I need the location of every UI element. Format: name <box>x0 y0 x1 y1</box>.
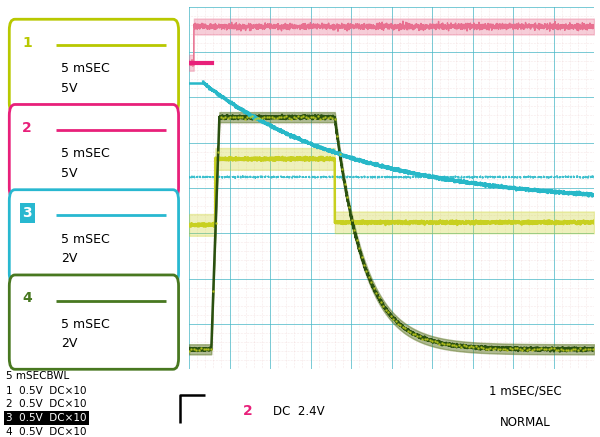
Text: 4: 4 <box>22 291 32 305</box>
Text: 1: 1 <box>22 35 32 49</box>
Text: 1  0.5V  DC×10: 1 0.5V DC×10 <box>6 386 86 396</box>
Text: 3: 3 <box>22 206 32 220</box>
Text: 5 mSEC: 5 mSEC <box>61 318 110 331</box>
FancyBboxPatch shape <box>10 190 179 284</box>
Text: NORMAL: NORMAL <box>500 416 550 429</box>
Text: 5V: 5V <box>61 167 78 180</box>
Text: DC  2.4V: DC 2.4V <box>273 405 325 418</box>
Text: 1 mSEC/SEC: 1 mSEC/SEC <box>488 385 562 397</box>
Text: 2  0.5V  DC×10: 2 0.5V DC×10 <box>6 399 86 409</box>
Text: 5 mSEC: 5 mSEC <box>61 62 110 75</box>
FancyBboxPatch shape <box>10 275 179 369</box>
Text: 2V: 2V <box>61 252 78 265</box>
Text: 5 mSEC: 5 mSEC <box>61 147 110 160</box>
Text: 4  0.5V  DC×10: 4 0.5V DC×10 <box>6 427 86 437</box>
FancyBboxPatch shape <box>10 19 179 114</box>
Text: 3  0.5V  DC×10: 3 0.5V DC×10 <box>6 413 86 423</box>
Text: 2: 2 <box>243 404 253 418</box>
FancyBboxPatch shape <box>10 104 179 199</box>
Text: 5 mSECBWL: 5 mSECBWL <box>6 371 69 381</box>
Text: 2V: 2V <box>61 337 78 350</box>
Text: 5 mSEC: 5 mSEC <box>61 232 110 246</box>
Text: 2: 2 <box>22 121 32 135</box>
Text: 5V: 5V <box>61 82 78 95</box>
